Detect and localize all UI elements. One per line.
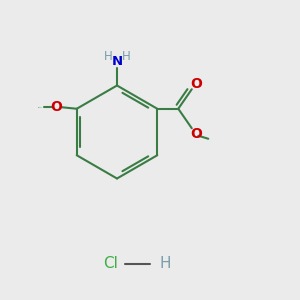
Text: O: O — [190, 127, 202, 141]
Text: O: O — [50, 100, 62, 114]
Text: O: O — [190, 77, 202, 91]
Text: methyl: methyl — [38, 107, 42, 109]
Text: H: H — [159, 256, 171, 272]
Text: H: H — [122, 50, 130, 63]
Text: N: N — [111, 55, 123, 68]
Text: Cl: Cl — [103, 256, 118, 272]
Text: H: H — [103, 50, 112, 63]
